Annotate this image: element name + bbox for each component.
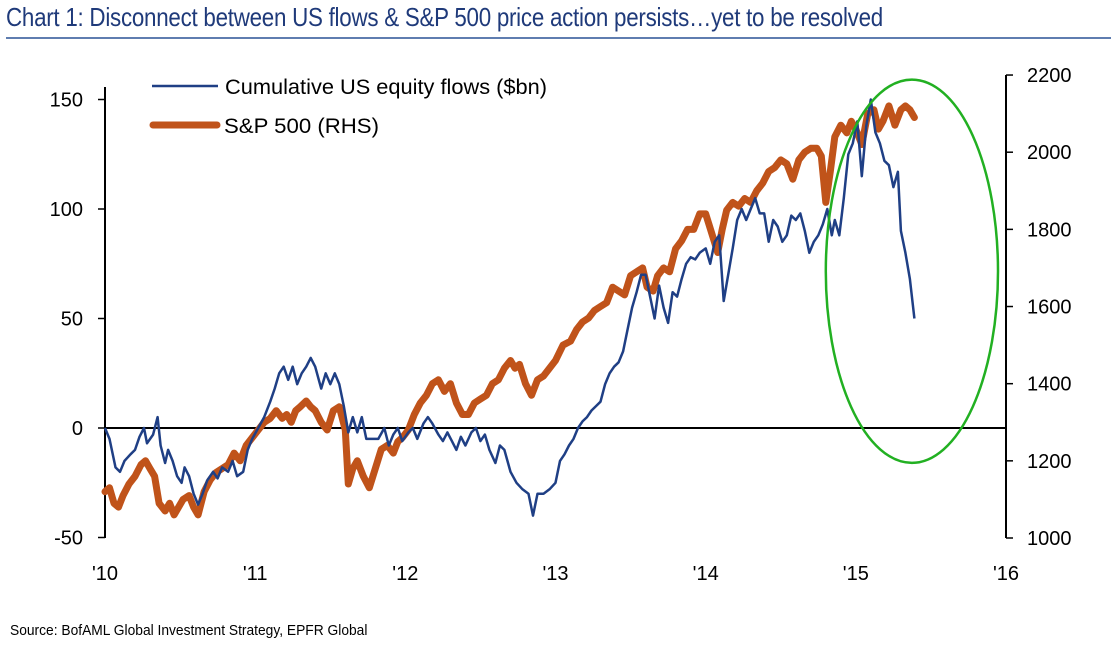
left-axis-tick-label: 50 [61,309,83,331]
source-note: Source: BofAML Global Investment Strateg… [10,622,368,639]
x-axis-tick-label: '14 [693,563,719,585]
x-axis-tick-label: '12 [392,563,418,585]
x-axis-tick-label: '13 [542,563,568,585]
series-line-sp500 [101,102,918,519]
left-axis-tick-label: 0 [72,418,83,440]
x-axis-tick-label: '11 [243,563,268,585]
right-axis-tick-label: 2000 [1027,142,1072,164]
highlight-ellipse [824,78,1000,465]
x-axis-tick-label: '10 [92,563,118,585]
left-axis-tick-label: 150 [50,90,83,112]
right-axis-tick-label: 1400 [1027,374,1072,396]
left-axis-tick-label: 100 [50,199,83,221]
series-line-flows [103,98,916,517]
right-axis-tick-label: 1000 [1027,528,1072,550]
left-axis-tick-label: -50 [54,528,83,550]
right-axis-tick-label: 2200 [1027,65,1072,87]
x-axis-tick-label: '15 [843,563,869,585]
x-axis-tick-label: '16 [993,563,1019,585]
legend-label-sp500: S&P 500 (RHS) [224,115,379,138]
chart-title: Chart 1: Disconnect between US flows & S… [6,2,883,32]
right-axis-tick-label: 1200 [1027,451,1072,473]
legend: Cumulative US equity flows ($bn) S&P 500… [149,76,547,138]
legend-label-flows: Cumulative US equity flows ($bn) [225,76,547,99]
right-axis-tick-label: 1800 [1027,219,1072,241]
axes: 150 100 50 0 -50 2200 2000 1800 1600 1400 1200 1000… [50,65,1072,585]
right-axis-tick-label: 1600 [1027,297,1072,319]
title-rule [6,37,1111,39]
plot-area [101,78,1000,519]
